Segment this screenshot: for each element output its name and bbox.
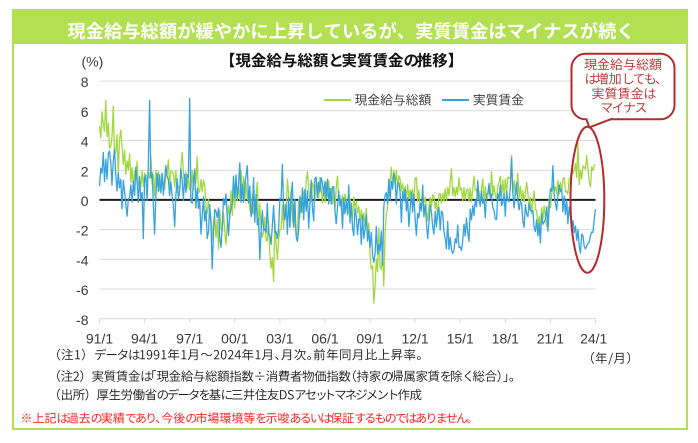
svg-text:8: 8 bbox=[81, 74, 89, 90]
svg-text:12/1: 12/1 bbox=[401, 330, 428, 346]
svg-text:03/1: 03/1 bbox=[266, 330, 293, 346]
svg-text:18/1: 18/1 bbox=[492, 330, 519, 346]
svg-text:24/1: 24/1 bbox=[580, 330, 607, 346]
svg-text:94/1: 94/1 bbox=[131, 330, 158, 346]
svg-text:21/1: 21/1 bbox=[537, 330, 564, 346]
svg-text:(%): (%) bbox=[82, 54, 104, 70]
svg-text:2: 2 bbox=[81, 163, 89, 179]
svg-text:06/1: 06/1 bbox=[311, 330, 338, 346]
svg-text:09/1: 09/1 bbox=[356, 330, 383, 346]
svg-text:-8: -8 bbox=[76, 312, 89, 328]
svg-text:0: 0 bbox=[81, 193, 89, 209]
svg-text:6: 6 bbox=[81, 104, 89, 120]
svg-text:-6: -6 bbox=[76, 282, 89, 298]
svg-text:97/1: 97/1 bbox=[176, 330, 203, 346]
svg-text:4: 4 bbox=[81, 134, 89, 150]
svg-text:-4: -4 bbox=[76, 252, 89, 268]
svg-text:00/1: 00/1 bbox=[221, 330, 248, 346]
svg-text:-2: -2 bbox=[76, 223, 89, 239]
svg-text:15/1: 15/1 bbox=[447, 330, 474, 346]
svg-text:91/1: 91/1 bbox=[86, 330, 113, 346]
